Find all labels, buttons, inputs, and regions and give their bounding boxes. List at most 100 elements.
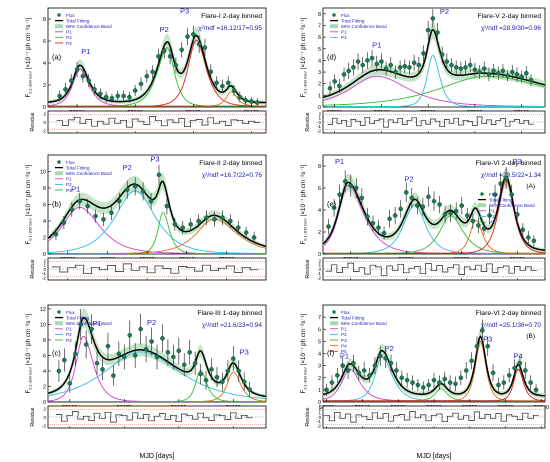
flux-point xyxy=(353,185,359,191)
residue-axis-label: Residue xyxy=(30,259,36,278)
flux-point xyxy=(442,376,448,382)
flux-point xyxy=(509,69,515,75)
flux-point xyxy=(374,61,380,67)
flux-point xyxy=(68,78,74,83)
residue-tick-label: 1 xyxy=(318,411,321,416)
y-tick-label: 5 xyxy=(318,339,321,345)
flux-point xyxy=(331,205,337,211)
y-axis-label-unit: [×10⁻⁷ ph cm⁻²s⁻¹] xyxy=(300,313,307,367)
flux-point xyxy=(332,79,337,84)
flux-point xyxy=(220,83,225,89)
y-tick-label: 0 xyxy=(318,252,321,258)
flux-point xyxy=(188,221,193,227)
panel-title: Flare-III 1-day binned xyxy=(197,310,262,317)
y-axis-label: F0.1-300 GeV [×10⁻⁷ ph cm⁻²s⁻¹] xyxy=(25,17,33,97)
legend-label: Flux xyxy=(66,310,75,315)
y-axis-label-main: F xyxy=(25,93,32,97)
y-tick-label: 0 xyxy=(43,400,46,406)
y-tick-label: 10 xyxy=(40,170,46,176)
flux-point xyxy=(394,368,399,373)
flux-point xyxy=(230,356,236,361)
y-axis-label-sub: 0.1-300 GeV xyxy=(303,367,308,390)
flux-point xyxy=(448,210,453,216)
flux-point xyxy=(231,88,237,93)
flux-point xyxy=(329,380,335,385)
residue-tick-label: 1 xyxy=(318,116,321,121)
y-tick-label: 0 xyxy=(43,105,46,111)
panel-letter: (f) xyxy=(327,348,335,357)
legend-symbol-band xyxy=(55,171,63,176)
confidence-band xyxy=(323,20,545,101)
panel-tag: (A) xyxy=(526,183,535,190)
y-tick-label: 2 xyxy=(43,236,46,242)
legend-label: 68% Confidence Band xyxy=(66,171,112,176)
peak-label-p1: P1 xyxy=(81,47,90,56)
flux-point xyxy=(411,60,417,66)
y-tick-label: 2 xyxy=(318,230,321,236)
peak-label-p2: P2 xyxy=(147,318,156,327)
peak-label-p2: P2 xyxy=(160,25,169,34)
flux-point xyxy=(498,181,503,186)
flux-point xyxy=(528,380,533,385)
legend-label: Flux xyxy=(489,192,498,197)
legend-label: 68% Confidence Band xyxy=(489,203,535,208)
flux-point xyxy=(463,368,469,373)
flux-point xyxy=(164,203,170,209)
y-tick-label: 4 xyxy=(43,61,46,67)
flux-point xyxy=(464,213,470,218)
chart-panel-e: 5856058580586005862002468F0.1-300 GeV [×… xyxy=(300,154,546,281)
y-tick-label: 2 xyxy=(43,384,46,390)
chart-panel-d: 5702057040570605708057100012345678F0.1-3… xyxy=(300,7,546,134)
flux-point xyxy=(365,214,370,219)
y-tick-label: 8 xyxy=(318,164,321,170)
flux-point xyxy=(243,230,249,235)
residue-tick-label: 2 xyxy=(43,406,46,411)
residue-tick-label: 2 xyxy=(43,111,46,116)
y-tick-label: 4 xyxy=(43,219,46,225)
flux-point xyxy=(485,343,491,349)
flux-point xyxy=(109,210,114,216)
flux-point xyxy=(361,368,367,373)
flux-point xyxy=(127,332,133,338)
flux-point xyxy=(132,353,138,358)
y-tick-label: 3 xyxy=(318,364,321,370)
flux-point xyxy=(463,65,468,70)
legend-label: Flux xyxy=(66,13,75,18)
flux-point xyxy=(138,81,144,87)
flux-point xyxy=(342,179,348,184)
flux-point xyxy=(101,217,106,222)
flux-point xyxy=(98,91,103,97)
x-axis-label: MJD [days] xyxy=(139,453,174,460)
legend-label: P3 xyxy=(66,41,72,46)
flux-point xyxy=(122,354,127,360)
flux-point xyxy=(172,221,178,227)
legend-label: P2 xyxy=(66,332,72,337)
peak-label-p3: P3 xyxy=(483,334,492,343)
flux-point xyxy=(63,87,68,92)
y-axis-label-unit: [×10⁻⁷ ph cm⁻²s⁻¹] xyxy=(25,313,32,367)
y-axis-label-main: F xyxy=(300,389,307,393)
flux-point xyxy=(92,87,97,92)
flux-point xyxy=(360,62,366,68)
panel-title: Flare-VI 2-day binned xyxy=(476,310,542,317)
residue-tick-label: 2 xyxy=(43,258,46,263)
y-tick-label: 12 xyxy=(40,307,46,313)
flux-point xyxy=(203,377,209,383)
y-tick-label: 2 xyxy=(318,82,321,88)
component-curve-p1 xyxy=(322,75,545,107)
chart-panel-b: 55880558905590055910559200246810F0.1-300… xyxy=(25,154,267,281)
flux-point xyxy=(143,346,149,352)
flux-point xyxy=(132,184,138,189)
panel-title: Flare-V 2-day binned xyxy=(478,13,542,20)
peak-label-p2: P2 xyxy=(385,344,394,353)
flux-point xyxy=(351,65,356,70)
residue-step-line xyxy=(323,411,539,423)
flux-point xyxy=(480,328,485,333)
flux-point xyxy=(426,382,431,388)
flux-point xyxy=(185,34,190,39)
legend-label: P2 xyxy=(66,35,72,40)
residue-axis-label: Residue xyxy=(305,259,311,278)
